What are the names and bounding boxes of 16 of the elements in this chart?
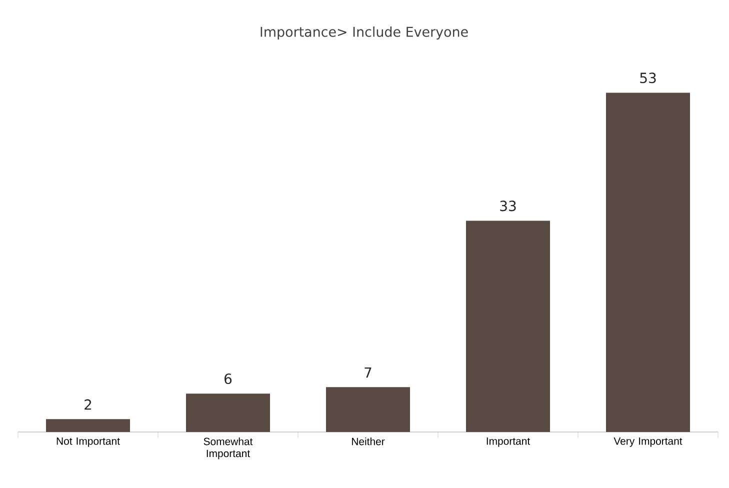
x-tick-label: Neither [352, 438, 385, 446]
x-tick-label: Very Important [614, 438, 682, 447]
bar [186, 394, 270, 432]
chart-title: Importance> Include Everyone [260, 26, 468, 40]
data-label: 33 [500, 200, 516, 212]
data-label: 6 [224, 374, 232, 384]
data-label: 7 [364, 367, 372, 378]
x-tick-label: Somewhat Important [204, 438, 253, 460]
bar [606, 92, 690, 432]
bar [326, 387, 410, 432]
data-label: 2 [84, 399, 92, 410]
bar [466, 220, 550, 432]
x-tick-label: Important [486, 438, 530, 447]
data-label: 53 [640, 72, 656, 84]
x-tick-label: Not Important [56, 438, 120, 447]
bar [46, 419, 130, 432]
